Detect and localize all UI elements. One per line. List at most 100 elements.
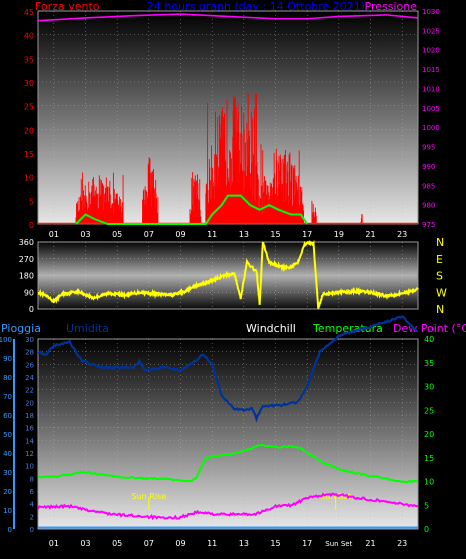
temperature-x-tick-label: 05: [112, 539, 122, 548]
temperature-tick-label: 30: [424, 383, 434, 392]
dewpoint-legend: Dew Point (°C): [393, 322, 466, 335]
pressure-tick-label: 1005: [422, 105, 440, 113]
pressure-tick-label: 990: [422, 163, 435, 171]
wind-x-tick-label: 15: [270, 230, 280, 239]
chart-title: 24 hours graph (day : 14 Ottobre 2021): [147, 0, 365, 13]
compass-label: S: [436, 270, 443, 283]
rain-tick-label: 90: [3, 355, 12, 363]
wind-tick-label: 45: [24, 8, 34, 17]
compass-label: W: [436, 286, 447, 299]
sun-marker-label: Sun Set: [320, 492, 351, 501]
wind-tick-label: 10: [24, 174, 34, 183]
wind-x-tick-label: 19: [334, 230, 344, 239]
temperature-tick-label: 35: [424, 359, 434, 368]
wind-avg-line: [75, 194, 308, 225]
wind-tick-label: 40: [24, 32, 34, 41]
wind-x-tick-label: 17: [302, 230, 312, 239]
direction-tick-label: 360: [19, 238, 34, 247]
humidity-tick-label: 24: [25, 374, 34, 382]
wind-direction-line: [37, 239, 419, 309]
compass-label: E: [436, 253, 443, 266]
pressure-tick-label: 1020: [422, 47, 440, 55]
wind-tick-label: 5: [29, 197, 34, 206]
humidity-tick-label: 0: [30, 526, 34, 534]
temperature-x-tick-label: 11: [207, 539, 217, 548]
humidity-tick-label: 2: [30, 513, 34, 521]
pressure-tick-label: 975: [422, 221, 435, 229]
wind-axis-title: Forza vento: [35, 0, 100, 13]
temperature-x-tick-label: Sun Set: [325, 540, 352, 548]
temperature-tick-label: 20: [424, 430, 434, 439]
wind-tick-label: 25: [24, 103, 34, 112]
temperature-x-tick-label: 01: [49, 539, 59, 548]
pressure-line: [37, 13, 419, 22]
pressure-tick-label: 1025: [422, 27, 440, 35]
humidity-tick-label: 16: [25, 425, 34, 433]
temperature-tick-label: 5: [424, 501, 429, 510]
humidity-tick-label: 10: [25, 463, 34, 471]
wind-x-tick-label: 01: [49, 230, 59, 239]
wind-tick-label: 15: [24, 150, 34, 159]
direction-tick-label: 90: [24, 288, 34, 297]
temperature-plot-area: [37, 338, 419, 530]
humidity-tick-label: 20: [25, 399, 34, 407]
temperature-x-tick-label: 17: [302, 539, 312, 548]
pressure-tick-label: 980: [422, 202, 435, 210]
temperature-x-tick-label: 07: [144, 539, 154, 548]
temperature-tick-label: 15: [424, 454, 434, 463]
rain-tick-label: 50: [3, 431, 12, 439]
pressure-tick-label: 995: [422, 144, 435, 152]
temperature-x-tick-label: 09: [175, 539, 185, 548]
humidity-tick-label: 12: [25, 450, 34, 458]
sun-marker-label: Sun Rise: [132, 492, 167, 501]
windchill-legend: Windchill: [246, 322, 296, 335]
rain-tick-label: 80: [3, 374, 12, 382]
wind-x-tick-label: 21: [365, 230, 375, 239]
rain-tick-label: 100: [0, 336, 12, 344]
temperature-x-tick-label: 21: [365, 539, 375, 548]
temperature-tick-label: 0: [424, 525, 429, 534]
humidity-tick-label: 30: [25, 336, 34, 344]
humidity-tick-label: 18: [25, 412, 34, 420]
temperature-legend: Temperatura: [312, 322, 383, 335]
humidity-axis-title: Umidita: [66, 322, 109, 335]
temperature-x-tick-label: 03: [80, 539, 90, 548]
direction-tick-label: 270: [19, 255, 34, 264]
wind-tick-label: 35: [24, 55, 34, 64]
wind-x-tick-label: 03: [80, 230, 90, 239]
dewpoint-line: [37, 492, 419, 521]
pressure-tick-label: 1030: [422, 8, 440, 16]
compass-label: N: [436, 303, 444, 316]
wind-tick-label: 0: [29, 221, 34, 230]
wind-x-tick-label: 09: [175, 230, 185, 239]
temperature-x-tick-label: 13: [239, 539, 249, 548]
wind-tick-label: 20: [24, 126, 34, 135]
wind-x-tick-label: 13: [239, 230, 249, 239]
humidity-line: [37, 315, 419, 423]
humidity-tick-label: 26: [25, 361, 34, 369]
wind-tick-label: 30: [24, 79, 34, 88]
rain-tick-label: 30: [3, 469, 12, 477]
pressure-tick-label: 1015: [422, 66, 440, 74]
rain-tick-label: 10: [3, 507, 12, 515]
humidity-tick-label: 6: [30, 488, 35, 496]
direction-tick-label: 180: [19, 272, 34, 281]
humidity-tick-label: 8: [30, 475, 34, 483]
humidity-tick-label: 28: [25, 349, 34, 357]
wind-x-tick-label: 07: [144, 230, 154, 239]
wind-x-tick-label: 05: [112, 230, 122, 239]
rain-tick-label: 20: [3, 488, 12, 496]
rain-axis-title: Pioggia: [1, 322, 41, 335]
pressure-tick-label: 985: [422, 182, 435, 190]
humidity-tick-label: 4: [30, 501, 35, 509]
temperature-x-tick-label: 15: [270, 539, 280, 548]
temperature-tick-label: 40: [424, 335, 434, 344]
rain-tick-label: 0: [8, 526, 12, 534]
pressure-tick-label: 1000: [422, 124, 440, 132]
rain-tick-label: 70: [3, 393, 12, 401]
rain-tick-label: 60: [3, 412, 12, 420]
compass-label: N: [436, 236, 444, 249]
wind-x-tick-label: 11: [207, 230, 217, 239]
humidity-tick-label: 14: [25, 437, 34, 445]
